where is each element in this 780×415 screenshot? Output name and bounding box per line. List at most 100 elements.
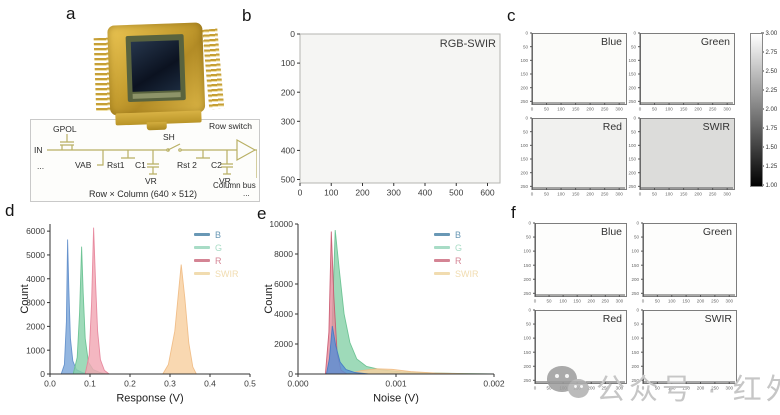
svg-text:250: 250: [602, 299, 610, 304]
svg-text:250: 250: [709, 107, 717, 112]
colorbar: 3.00 2.75 2.50 2.25 2.00 1.75 1.50 1.25 1.00: [748, 28, 780, 194]
image-area: SWIR: [640, 118, 735, 190]
label-c2: C2: [211, 160, 222, 170]
svg-text:150: 150: [680, 192, 688, 197]
svg-text:400: 400: [418, 188, 432, 198]
svg-text:0: 0: [639, 192, 642, 197]
response-histogram: 0 1000 2000 3000 4000 5000 6000 0.0 0.1 0.2 0.3 0.4…: [18, 212, 264, 412]
panel-letter-a: a: [66, 4, 76, 23]
svg-text:150: 150: [680, 107, 688, 112]
label-c1: C1: [135, 160, 146, 170]
svg-text:0: 0: [298, 188, 303, 198]
svg-text:0: 0: [528, 221, 531, 226]
sensor-die: [130, 40, 181, 92]
package-pins-right: [202, 28, 225, 110]
svg-text:200: 200: [631, 277, 639, 282]
legend-entry: B: [194, 228, 239, 241]
svg-text:100: 100: [628, 143, 636, 148]
svg-text:200: 200: [628, 170, 636, 175]
legend-entry: SWIR: [194, 267, 239, 280]
svg-text:50: 50: [631, 44, 637, 49]
channel-label: SWIR: [704, 313, 732, 325]
svg-text:0: 0: [525, 31, 528, 36]
svg-text:0: 0: [290, 29, 295, 39]
svg-text:250: 250: [523, 291, 531, 296]
svg-text:0: 0: [633, 116, 636, 121]
svg-text:0: 0: [528, 308, 531, 313]
svg-text:100: 100: [557, 107, 565, 112]
label-row-switch: Row switch: [209, 121, 252, 131]
svg-text:50: 50: [526, 235, 532, 240]
svg-text:Noise (V): Noise (V): [373, 393, 419, 405]
map-panel-c-green: Green 0 50 100 150 200 250 0 50 100 150 200 250 300: [620, 28, 738, 120]
svg-text:600: 600: [480, 188, 494, 198]
svg-text:2.00: 2.00: [766, 107, 778, 113]
image-title: RGB-SWIR: [439, 38, 496, 50]
svg-text:50: 50: [655, 299, 661, 304]
svg-text:200: 200: [587, 299, 595, 304]
map-panel-c-blue: Blue 0 50 100 150 200 250 0 50 100 150 200 250 300: [512, 28, 630, 120]
legend-label: SWIR: [215, 268, 239, 279]
svg-text:50: 50: [544, 192, 550, 197]
svg-text:2000: 2000: [274, 339, 293, 349]
svg-text:400: 400: [281, 145, 295, 155]
sh-switch-lever: [167, 143, 181, 151]
svg-text:0: 0: [633, 31, 636, 36]
svg-text:250: 250: [709, 192, 717, 197]
noise-histogram: 0 2000 4000 6000 8000 10000 0.000 0.001 0.002 Noi…: [262, 212, 508, 412]
svg-text:0.4: 0.4: [204, 379, 216, 389]
channel-label: Red: [602, 121, 622, 133]
channel-label: SWIR: [702, 121, 730, 133]
svg-text:1.25: 1.25: [766, 164, 778, 170]
legend: B G R SWIR: [194, 228, 239, 280]
svg-text:0: 0: [40, 369, 45, 379]
label-array-size: Row × Column (640 × 512): [89, 189, 197, 199]
svg-text:0: 0: [642, 299, 645, 304]
svg-text:0.001: 0.001: [385, 379, 407, 389]
svg-text:150: 150: [628, 72, 636, 77]
watermark-text: 公众号 · 红外芯闻: [596, 374, 780, 406]
die-bond-strip: [132, 92, 181, 99]
svg-text:250: 250: [628, 184, 636, 189]
svg-text:2.50: 2.50: [766, 69, 778, 75]
legend-entry: G: [434, 241, 479, 254]
svg-text:100: 100: [631, 249, 639, 254]
panel-letter-d: d: [5, 201, 15, 220]
circuit-diagram: GPOL IN ... VAB Rst1 C1 SH Rst 2 C2 VR V…: [30, 119, 260, 202]
svg-text:0.1: 0.1: [84, 379, 96, 389]
svg-text:4000: 4000: [26, 274, 45, 284]
svg-text:100: 100: [520, 143, 528, 148]
legend-swatch: [434, 246, 450, 249]
svg-text:0: 0: [531, 107, 534, 112]
svg-text:300: 300: [387, 188, 401, 198]
svg-text:50: 50: [523, 129, 529, 134]
svg-text:3000: 3000: [26, 298, 45, 308]
svg-text:250: 250: [601, 192, 609, 197]
svg-text:50: 50: [523, 44, 529, 49]
legend-swatch: [194, 233, 210, 236]
svg-text:150: 150: [572, 107, 580, 112]
channel-label: Blue: [600, 226, 622, 238]
svg-text:0.3: 0.3: [164, 379, 176, 389]
channel-label: Green: [700, 36, 730, 48]
svg-text:300: 300: [725, 299, 733, 304]
svg-text:50: 50: [634, 235, 640, 240]
svg-text:300: 300: [723, 107, 731, 112]
label-dots-right: ...: [243, 189, 250, 198]
circuit-svg: GPOL IN ... VAB Rst1 C1 SH Rst 2 C2 VR V…: [34, 121, 258, 199]
svg-text:50: 50: [634, 322, 640, 327]
svg-text:150: 150: [682, 299, 690, 304]
svg-text:100: 100: [520, 58, 528, 63]
label-vr2: VR: [219, 176, 231, 186]
image-area: SWIR: [643, 310, 737, 384]
svg-text:300: 300: [723, 192, 731, 197]
svg-text:0.2: 0.2: [124, 379, 136, 389]
legend-swatch: [194, 272, 210, 275]
image-area: Green: [640, 33, 735, 105]
svg-text:250: 250: [631, 291, 639, 296]
svg-text:0: 0: [534, 299, 537, 304]
panel-letter-c: c: [507, 6, 516, 25]
legend-swatch: [434, 233, 450, 236]
